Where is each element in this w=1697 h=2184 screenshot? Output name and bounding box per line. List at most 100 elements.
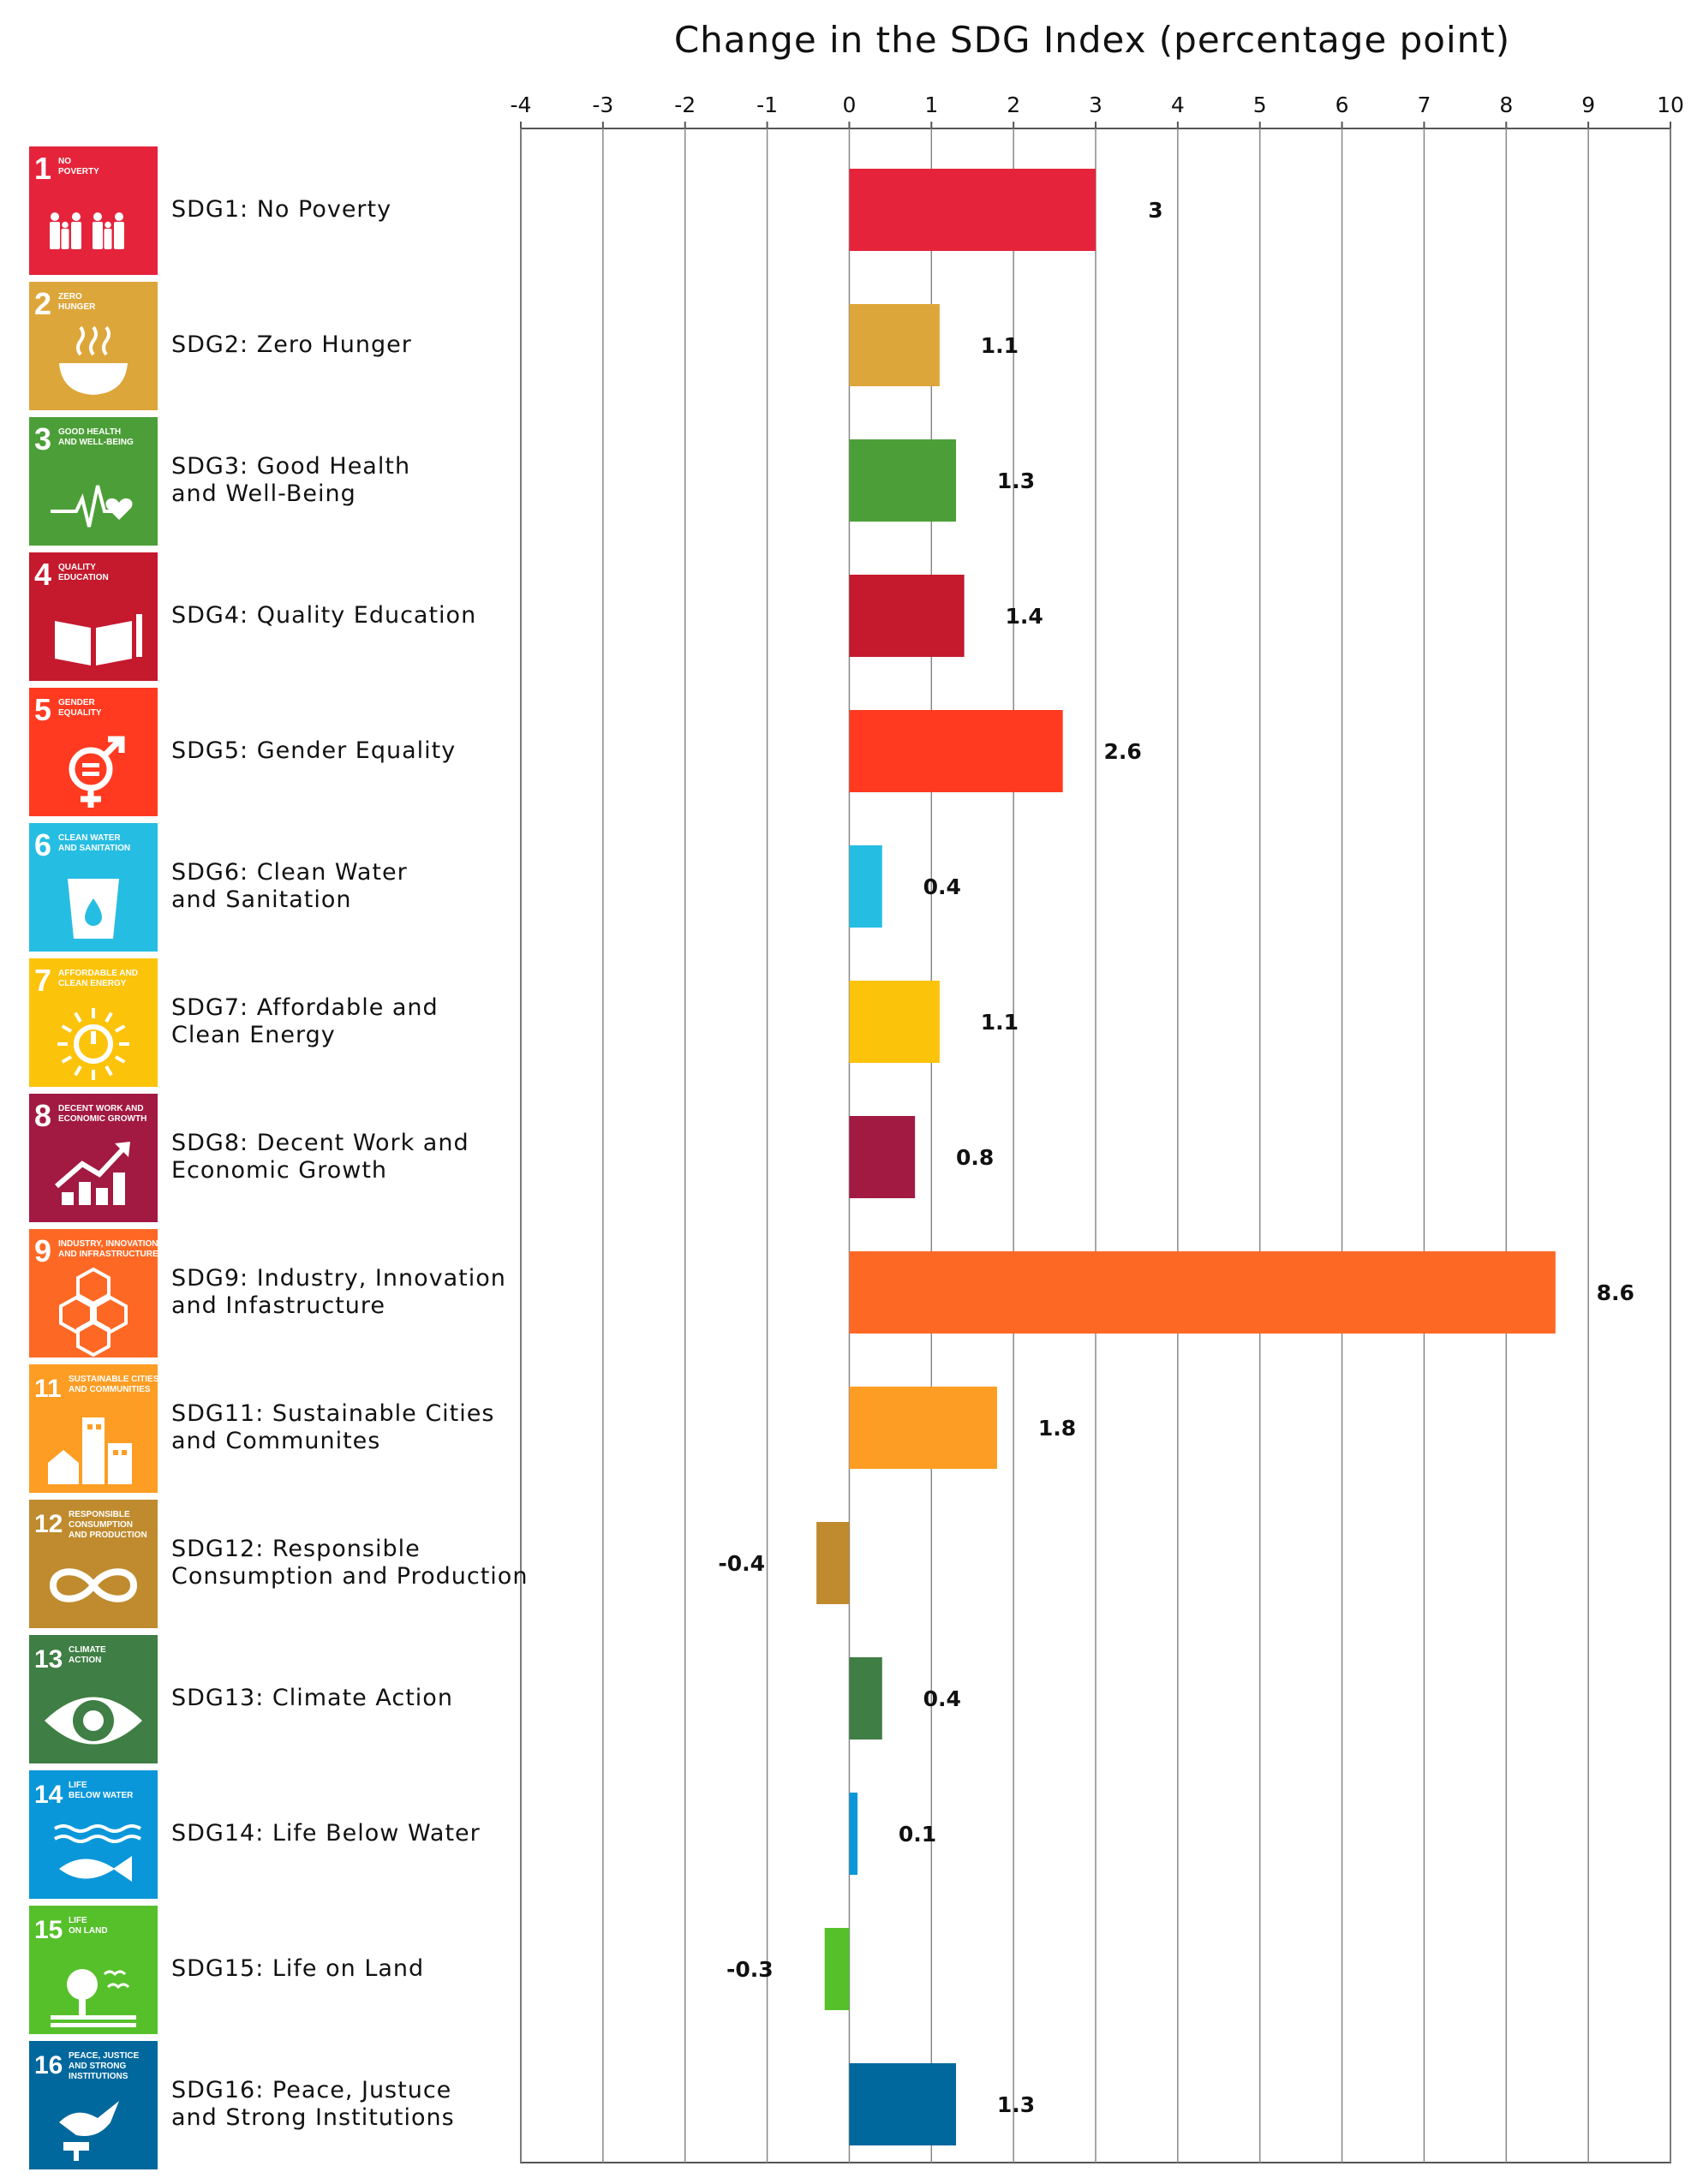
value-label: 0.4 bbox=[923, 1686, 961, 1711]
x-tick-label: -1 bbox=[756, 92, 779, 117]
sdg-tile-5: 5 GENDER EQUALITY bbox=[29, 688, 158, 816]
value-label: 8.6 bbox=[1597, 1280, 1634, 1305]
x-tick-label: -4 bbox=[510, 92, 532, 117]
sdg-caption: RESPONSIBLE bbox=[69, 1510, 130, 1519]
x-tick-label: 10 bbox=[1657, 92, 1684, 117]
category-label: SDG8: Decent Work and Economic Growth bbox=[171, 1130, 469, 1184]
sdg-caption: BELOW WATER bbox=[69, 1791, 134, 1800]
sdg-caption: CLIMATE bbox=[69, 1645, 106, 1655]
sdg-caption: CLEAN ENERGY bbox=[58, 979, 127, 988]
gender-icon bbox=[69, 736, 125, 808]
x-tick-label: -2 bbox=[674, 92, 696, 117]
bar bbox=[824, 1928, 850, 2010]
sdg-caption: ACTION bbox=[69, 1656, 101, 1665]
sdg-number: 14 bbox=[34, 1781, 63, 1809]
sdg-tile-12: 12 RESPONSIBLE CONSUMPTION AND PRODUCTION bbox=[29, 1500, 158, 1628]
bar bbox=[849, 1116, 916, 1198]
sdg-number: 9 bbox=[34, 1233, 51, 1268]
category-label: SDG4: Quality Education bbox=[171, 602, 477, 629]
value-label: 0.4 bbox=[923, 874, 961, 899]
sdg-caption: INDUSTRY, INNOVATION bbox=[58, 1239, 158, 1249]
sdg-tile-16: 16 PEACE, JUSTICE AND STRONG INSTITUTIONS bbox=[29, 2041, 158, 2169]
x-tick-label: 8 bbox=[1499, 92, 1514, 117]
category-label: SDG9: Industry, Innovation and Infastruc… bbox=[171, 1265, 506, 1319]
sdg-number: 5 bbox=[34, 692, 51, 727]
category-label: SDG11: Sustainable Cities and Communites bbox=[171, 1400, 495, 1454]
sdg-tile-1: 1 NO POVERTY bbox=[29, 146, 158, 275]
sdg-caption: AFFORDABLE AND bbox=[58, 969, 138, 978]
eye-globe-icon bbox=[45, 1697, 142, 1745]
bar bbox=[849, 710, 1063, 792]
x-tick-label: 2 bbox=[1007, 92, 1021, 117]
bar bbox=[849, 1251, 1556, 1334]
sdg-number: 8 bbox=[34, 1098, 51, 1133]
sdg-caption: GENDER bbox=[58, 698, 96, 707]
sdg-number: 1 bbox=[34, 151, 51, 186]
category-label: SDG13: Climate Action bbox=[171, 1685, 453, 1711]
sdg-caption: GOOD HEALTH bbox=[58, 427, 121, 437]
bar bbox=[849, 439, 957, 522]
bar bbox=[849, 169, 1096, 251]
x-tick-label: 0 bbox=[842, 92, 857, 117]
sdg-number: 6 bbox=[34, 827, 51, 862]
value-label: 0.1 bbox=[899, 1822, 936, 1847]
bar bbox=[816, 1522, 850, 1604]
book-icon bbox=[55, 614, 142, 665]
sdg-tile-14: 14 LIFE BELOW WATER bbox=[29, 1770, 158, 1899]
bar bbox=[849, 1657, 882, 1739]
category-label: SDG15: Life on Land bbox=[171, 1955, 425, 1982]
city-icon bbox=[48, 1417, 132, 1484]
bar bbox=[849, 1793, 858, 1875]
sdg-caption: AND COMMUNITIES bbox=[69, 1385, 151, 1394]
heartbeat-icon bbox=[51, 485, 133, 528]
x-axis-ticks: -4 -3 -2 -1 0 1 2 3 4 5 6 7 8 9 10 bbox=[0, 0, 1697, 137]
x-tick-label: 3 bbox=[1089, 92, 1102, 117]
x-tick-label: 9 bbox=[1581, 92, 1596, 117]
dove-gavel-icon bbox=[59, 2101, 119, 2161]
sdg-caption: AND INFRASTRUCTURE bbox=[58, 1250, 158, 1259]
sdg-number: 16 bbox=[34, 2051, 63, 2080]
sdg-caption: ZERO bbox=[58, 292, 82, 301]
sdg-number: 12 bbox=[34, 1510, 63, 1538]
value-label: -0.3 bbox=[726, 1957, 774, 1982]
category-label: SDG6: Clean Water and Sanitation bbox=[171, 859, 408, 913]
family-icon bbox=[50, 212, 124, 249]
sdg-tile-9: 9 INDUSTRY, INNOVATION AND INFRASTRUCTURE bbox=[29, 1229, 158, 1358]
sdg-number: 3 bbox=[34, 421, 51, 456]
sdg-number: 4 bbox=[34, 557, 51, 592]
x-tick-label: -3 bbox=[592, 92, 614, 117]
x-tick-label: 6 bbox=[1335, 92, 1349, 117]
category-label: SDG14: Life Below Water bbox=[171, 1820, 481, 1847]
value-label: 1.8 bbox=[1038, 1416, 1076, 1441]
category-label: SDG3: Good Health and Well-Being bbox=[171, 453, 411, 507]
x-tick-label: 7 bbox=[1417, 92, 1431, 117]
sdg-tile-7: 7 AFFORDABLE AND CLEAN ENERGY bbox=[29, 958, 158, 1087]
sdg-caption: PEACE, JUSTICE bbox=[69, 2051, 140, 2061]
sdg-tile-15: 15 LIFE ON LAND bbox=[29, 1906, 158, 2034]
category-label: SDG7: Affordable and Clean Energy bbox=[171, 994, 439, 1048]
sdg-caption: AND STRONG bbox=[69, 2062, 126, 2071]
category-label: SDG1: No Poverty bbox=[171, 196, 392, 223]
sdg-number: 15 bbox=[34, 1916, 63, 1944]
sdg-caption: ON LAND bbox=[69, 1926, 108, 1936]
growth-chart-icon bbox=[55, 1142, 130, 1205]
value-label: 1.4 bbox=[1005, 604, 1043, 629]
sdg-caption: AND SANITATION bbox=[58, 844, 130, 853]
sdg-caption: INSTITUTIONS bbox=[69, 2072, 128, 2081]
x-tick-label: 1 bbox=[924, 92, 939, 117]
sdg-tile-2: 2 ZERO HUNGER bbox=[29, 282, 158, 410]
sdg-caption: AND PRODUCTION bbox=[69, 1531, 147, 1540]
sdg-caption: AND WELL-BEING bbox=[58, 438, 134, 447]
sdg-number: 13 bbox=[34, 1645, 63, 1674]
sdg-caption: POVERTY bbox=[58, 167, 99, 176]
bar bbox=[849, 981, 940, 1063]
sdg-tile-6: 6 CLEAN WATER AND SANITATION bbox=[29, 823, 158, 952]
tree-icon bbox=[51, 1969, 136, 2027]
chart-title: Change in the SDG Index (percentage poin… bbox=[673, 19, 1511, 61]
sdg-tile-8: 8 DECENT WORK AND ECONOMIC GROWTH bbox=[29, 1094, 158, 1222]
category-label: SDG12: Responsible Consumption and Produ… bbox=[171, 1536, 529, 1590]
sdg-tile-13: 13 CLIMATE ACTION bbox=[29, 1635, 158, 1763]
sdg-caption: LIFE bbox=[69, 1916, 87, 1925]
sdg-tile-4: 4 QUALITY EDUCATION bbox=[29, 552, 158, 681]
